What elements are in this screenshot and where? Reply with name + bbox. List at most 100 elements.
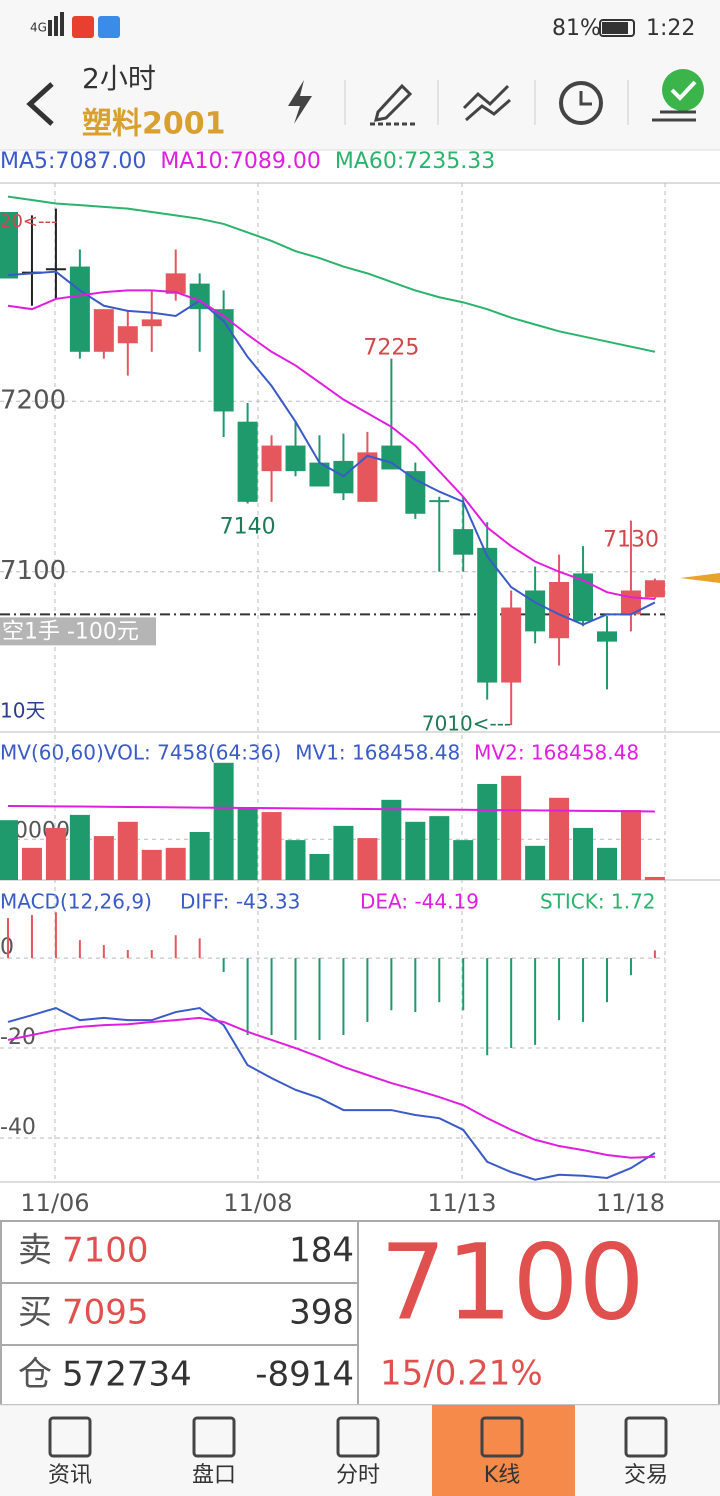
min-label: 7140 [220, 515, 276, 540]
y-tick-label: 7100 [0, 556, 66, 586]
nav-background [0, 1405, 720, 1496]
volume-legend: MV(60,60)VOL: 7458(64:36) [0, 741, 281, 765]
battery-text: 81% [552, 16, 601, 41]
date-label: 11/06 [20, 1189, 89, 1217]
volume-legend: MV2: 168458.48 [474, 741, 639, 765]
nav-active-background [432, 1405, 575, 1496]
candle-body [141, 319, 162, 327]
volume-bar [429, 816, 450, 880]
quote-price: 572734 [62, 1355, 192, 1395]
candle-body [381, 445, 402, 470]
macd-legend: DIFF: -43.33 [180, 890, 300, 914]
candle-body [357, 452, 378, 502]
quote-qty: 398 [289, 1293, 354, 1333]
candle-body [429, 500, 450, 503]
volume-bar [477, 783, 498, 880]
volume-bar [357, 838, 378, 880]
candle-body [309, 462, 330, 487]
high-marker: 20<--- [0, 211, 57, 232]
ma-legend: MA60:7235.33 [335, 149, 495, 174]
date-label: 11/08 [223, 1189, 292, 1217]
flash-button[interactable] [288, 80, 312, 124]
volume-bar [453, 840, 474, 880]
mv-line [7, 804, 655, 813]
signal-bar [60, 12, 64, 36]
volume-bar [620, 810, 641, 880]
ma-legend: MA10:7089.00 [160, 149, 320, 174]
volume-bar [117, 821, 138, 880]
volume-bar [0, 820, 18, 880]
quote-qty: -8914 [255, 1355, 354, 1395]
candle-body [549, 581, 570, 639]
time-button[interactable] [559, 81, 603, 125]
nav-label: 分时 [336, 1463, 380, 1488]
nav-icon [336, 1416, 380, 1458]
nav-label: K线 [484, 1463, 520, 1488]
volume-bar [165, 847, 186, 880]
nav-item[interactable]: 资讯 [48, 1416, 92, 1488]
signal-bar [54, 16, 58, 36]
nav-item[interactable]: 交易 [624, 1416, 668, 1488]
low-marker: 7010<--- [422, 712, 511, 736]
nav-icon [48, 1416, 92, 1458]
battery-icon [599, 19, 635, 37]
indicator-button[interactable] [462, 84, 511, 122]
candle-body [405, 471, 426, 514]
position-label: 空1手 -100元 [2, 619, 139, 644]
volume-bar [597, 847, 617, 880]
quote-label: 卖 [18, 1231, 52, 1271]
volume-bar [644, 876, 665, 880]
nav-item[interactable]: 分时 [336, 1416, 380, 1488]
volume-bar [69, 814, 90, 880]
back-button[interactable] [26, 82, 54, 126]
volume-bar [405, 821, 426, 880]
quote-qty: 184 [289, 1231, 354, 1271]
volume-legend: MV1: 168458.48 [295, 741, 460, 765]
volume-bar [45, 827, 66, 880]
quote-right-box [357, 1220, 720, 1406]
signal-icon: 4G [30, 21, 47, 35]
volume-bar [237, 807, 258, 880]
candle-body [285, 445, 306, 472]
candle-body [0, 211, 18, 279]
draw-button[interactable] [373, 83, 413, 122]
volume-bar [549, 797, 570, 880]
candle-body [93, 309, 114, 352]
candle-body [213, 309, 234, 412]
quote-label: 仓 [18, 1355, 52, 1395]
ma-line [7, 289, 655, 601]
volume-bar [93, 836, 114, 880]
nav-icon [192, 1416, 236, 1458]
candle-body [644, 580, 665, 598]
nav-item[interactable]: K线 [432, 1405, 575, 1496]
nav-icon [480, 1416, 524, 1458]
quote-price: 7095 [62, 1293, 149, 1333]
macd-legend: MACD(12,26,9) [0, 890, 152, 914]
symbol: 塑料2001 [82, 107, 226, 142]
last-price: 7100 [380, 1221, 645, 1343]
nav-item[interactable]: 盘口 [192, 1416, 236, 1488]
clock-hands [579, 91, 592, 106]
macd-legend: DEA: -44.19 [360, 890, 479, 914]
volume-bar [501, 775, 522, 880]
candle-body [573, 573, 594, 622]
date-label: 11/13 [427, 1189, 496, 1217]
macd-legend: STICK: 1.72 [540, 890, 656, 914]
days-label: 10天 [0, 699, 45, 723]
macd-diff-line [7, 1006, 656, 1181]
candle-body [261, 445, 282, 472]
check-button[interactable] [662, 69, 704, 111]
quote-price: 7100 [62, 1231, 149, 1271]
check-mark [670, 80, 697, 101]
volume-bar [21, 847, 42, 880]
candle-body [69, 266, 90, 352]
price-marker [680, 573, 720, 583]
candle-body [477, 547, 498, 683]
macd-tick-label: -40 [0, 1115, 36, 1140]
period: 2小时 [82, 62, 156, 95]
price-change: 15/0.21% [380, 1354, 543, 1394]
candle-body [45, 268, 66, 271]
volume-bar [261, 812, 282, 880]
